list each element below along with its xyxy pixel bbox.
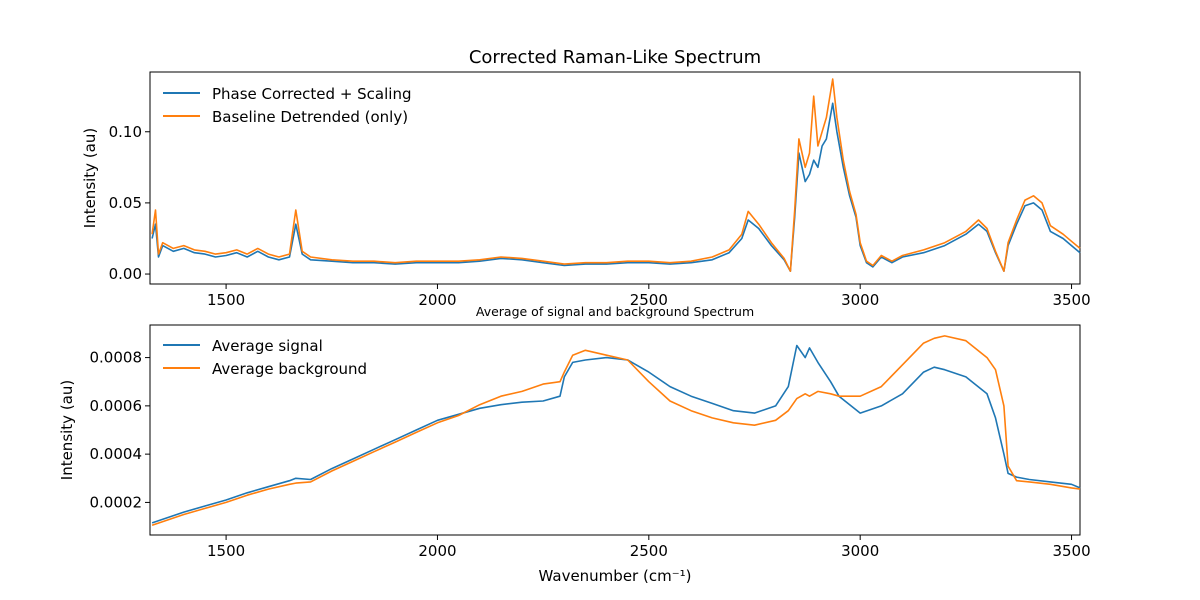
bottom-x-ticks: 1500 2000 2500 3000 3500 — [207, 535, 1091, 560]
top-x-tick-label-1: 2000 — [418, 291, 456, 309]
top-chart-title: Corrected Raman-Like Spectrum — [469, 47, 761, 68]
top-x-ticks: 1500 2000 2500 3000 3500 — [207, 284, 1091, 309]
bottom-y-tick-label-2: 0.0006 — [90, 397, 143, 415]
bottom-y-tick-label-3: 0.0008 — [90, 349, 143, 367]
bottom-x-tick-label-3: 3000 — [841, 542, 879, 560]
bottom-legend: Average signal Average background — [163, 337, 367, 378]
bottom-legend-label-average-background: Average background — [212, 360, 367, 378]
panel-bottom: Average of signal and background Spectru… — [58, 304, 1091, 585]
bottom-series-layer — [151, 335, 1081, 527]
top-y-axis-label: Intensity (au) — [81, 128, 99, 228]
top-legend-label-phase-corrected: Phase Corrected + Scaling — [212, 85, 411, 103]
bottom-x-tick-label-2: 2500 — [630, 542, 668, 560]
bottom-x-tick-label-4: 3500 — [1052, 542, 1090, 560]
top-x-tick-label-3: 3000 — [841, 291, 879, 309]
bottom-x-axis-label: Wavenumber (cm⁻¹) — [539, 567, 692, 585]
bottom-x-tick-label-0: 1500 — [207, 542, 245, 560]
bottom-y-tick-label-1: 0.0004 — [90, 445, 143, 463]
top-y-tick-label-1: 0.05 — [109, 194, 142, 212]
bottom-chart-title: Average of signal and background Spectru… — [476, 304, 754, 319]
bottom-x-tick-label-1: 2000 — [418, 542, 456, 560]
top-series-line-1 — [151, 78, 1081, 273]
top-series-layer — [151, 78, 1081, 273]
bottom-series-line-0 — [151, 344, 1081, 524]
top-y-ticks: 0.00 0.05 0.10 — [109, 123, 150, 283]
bottom-legend-label-average-signal: Average signal — [212, 337, 323, 355]
top-legend-label-baseline-detrended: Baseline Detrended (only) — [212, 108, 408, 126]
top-y-tick-label-2: 0.10 — [109, 123, 142, 141]
top-x-tick-label-4: 3500 — [1052, 291, 1090, 309]
bottom-plot-area — [149, 324, 1081, 536]
bottom-series-line-1 — [151, 335, 1081, 527]
panel-top: Corrected Raman-Like Spectrum 1500 2000 25… — [81, 47, 1091, 309]
bottom-y-tick-label-0: 0.0002 — [90, 493, 143, 511]
top-x-tick-label-2: 2500 — [630, 291, 668, 309]
top-y-tick-label-0: 0.00 — [109, 265, 142, 283]
bottom-y-ticks: 0.0002 0.0004 0.0006 0.0008 — [90, 349, 150, 511]
top-legend: Phase Corrected + Scaling Baseline Detre… — [163, 85, 411, 126]
bottom-y-axis-label: Intensity (au) — [58, 380, 76, 480]
top-x-tick-label-0: 1500 — [207, 291, 245, 309]
top-series-line-0 — [151, 102, 1081, 273]
